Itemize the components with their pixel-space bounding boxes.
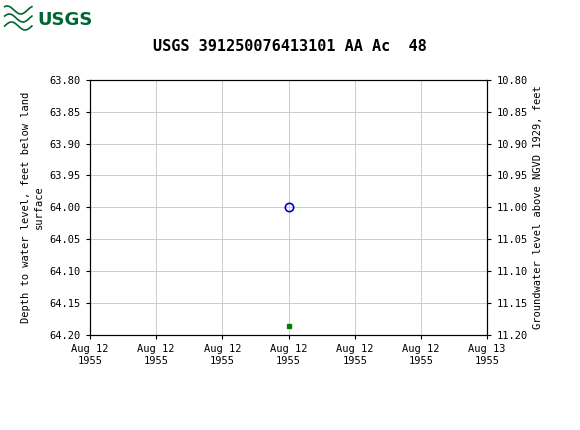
Y-axis label: Groundwater level above NGVD 1929, feet: Groundwater level above NGVD 1929, feet (533, 86, 543, 329)
Text: USGS 391250076413101 AA Ac  48: USGS 391250076413101 AA Ac 48 (153, 39, 427, 54)
Y-axis label: Depth to water level, feet below land
surface: Depth to water level, feet below land su… (21, 92, 44, 323)
Bar (3, 2, 107, 38)
Text: USGS: USGS (38, 11, 93, 29)
